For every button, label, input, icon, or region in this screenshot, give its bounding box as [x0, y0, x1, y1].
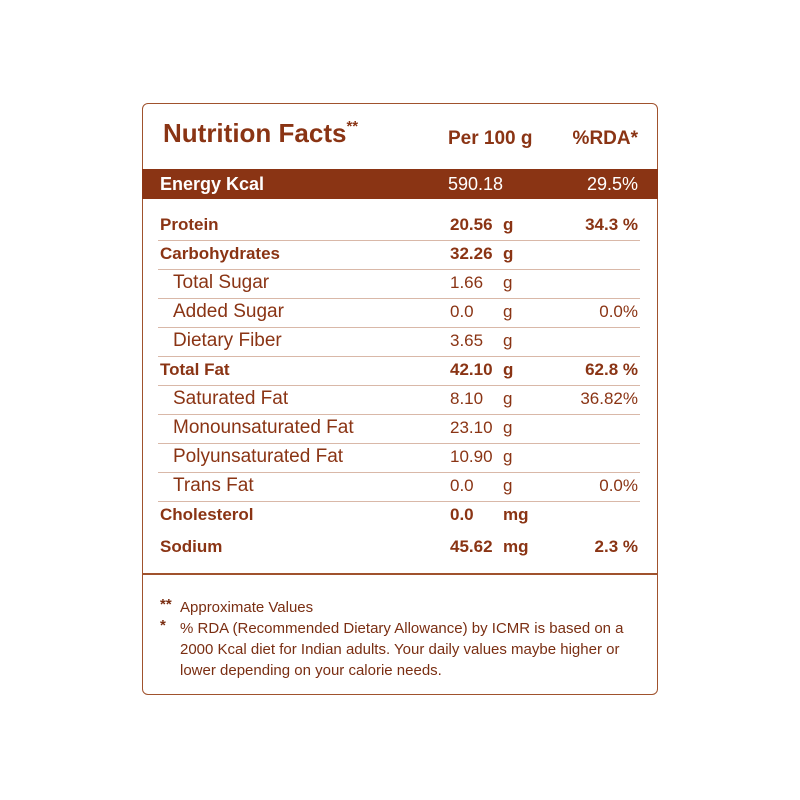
row-divider: [158, 356, 640, 357]
sub-nutrient-name: Trans Fat: [173, 475, 254, 496]
title: Nutrition Facts**: [163, 118, 358, 149]
nutrient-name: Protein: [160, 215, 219, 234]
nutrient-rda: 2.3 %: [594, 537, 638, 556]
row-divider: [158, 414, 640, 415]
nutrient-value: 3.65: [450, 331, 484, 350]
nutrient-unit: g: [503, 476, 513, 495]
nutrient-value: 0.0: [450, 302, 474, 321]
row-divider: [158, 269, 640, 270]
nutrient-value: 10.90: [450, 447, 493, 466]
row-divider: [158, 240, 640, 241]
col-rda-header: %RDA*: [572, 128, 638, 149]
nutrient-value: 42.10: [450, 360, 493, 379]
separator: [142, 573, 658, 575]
nutrient-value: 8.10: [450, 389, 484, 408]
sub-nutrient-name: Total Sugar: [173, 272, 270, 293]
row-divider: [158, 327, 640, 328]
nutrient-name: Sodium: [160, 537, 223, 556]
nutrient-unit: mg: [503, 537, 529, 556]
sub-nutrient-name: Monounsaturated Fat: [173, 417, 354, 438]
nutrient-value: 23.10: [450, 418, 493, 437]
nutrient-value: 20.56: [450, 215, 493, 234]
title-text: Nutrition Facts: [163, 118, 347, 148]
row-divider: [158, 472, 640, 473]
nutrient-rda: 36.82%: [580, 389, 638, 408]
footnote-text: Approximate Values: [180, 599, 314, 616]
nutrient-unit: g: [503, 331, 513, 350]
label-box: [142, 103, 658, 695]
nutrient-value: 0.0: [450, 505, 474, 524]
title-mark: **: [346, 118, 359, 135]
nutrient-name: Carbohydrates: [160, 244, 280, 263]
nutrient-unit: g: [503, 418, 513, 437]
sub-nutrient-name: Dietary Fiber: [173, 330, 282, 351]
energy-value: 590.18: [448, 174, 504, 194]
nutrient-rda: 62.8 %: [585, 360, 638, 379]
nutrient-value: 1.66: [450, 273, 484, 292]
row-divider: [158, 501, 640, 502]
nutrient-unit: g: [503, 244, 514, 263]
sub-nutrient-name: Added Sugar: [173, 301, 284, 322]
sub-nutrient-name: Polyunsaturated Fat: [173, 446, 344, 467]
nutrient-value: 45.62: [450, 537, 493, 556]
footnote-mark: *: [160, 617, 166, 634]
nutrient-rda: 0.0%: [599, 476, 638, 495]
nutrient-rda: 0.0%: [599, 302, 638, 321]
nutrient-unit: g: [503, 273, 513, 292]
row-divider: [158, 298, 640, 299]
nutrient-name: Cholesterol: [160, 505, 254, 524]
nutrient-rda: 34.3 %: [585, 215, 638, 234]
nutrient-value: 0.0: [450, 476, 474, 495]
energy-rda: 29.5%: [586, 174, 638, 194]
nutrient-unit: g: [503, 389, 513, 408]
nutrient-name: Total Fat: [160, 360, 230, 379]
energy-bar: [142, 169, 658, 199]
sub-nutrient-name: Saturated Fat: [173, 388, 289, 409]
nutrient-unit: mg: [503, 505, 529, 524]
energy-name: Energy Kcal: [160, 174, 265, 194]
nutrient-unit: g: [503, 447, 513, 466]
nutrient-unit: g: [503, 302, 513, 321]
nutrient-unit: g: [503, 360, 514, 379]
row-divider: [158, 385, 640, 386]
col-value-header: Per 100 g: [448, 128, 533, 149]
nutrient-value: 32.26: [450, 244, 493, 263]
row-divider: [158, 443, 640, 444]
footnote-mark: **: [160, 596, 172, 613]
nutrient-unit: g: [503, 215, 514, 234]
footnote-text: % RDA (Recommended Dietary Allowance) by…: [180, 620, 624, 679]
